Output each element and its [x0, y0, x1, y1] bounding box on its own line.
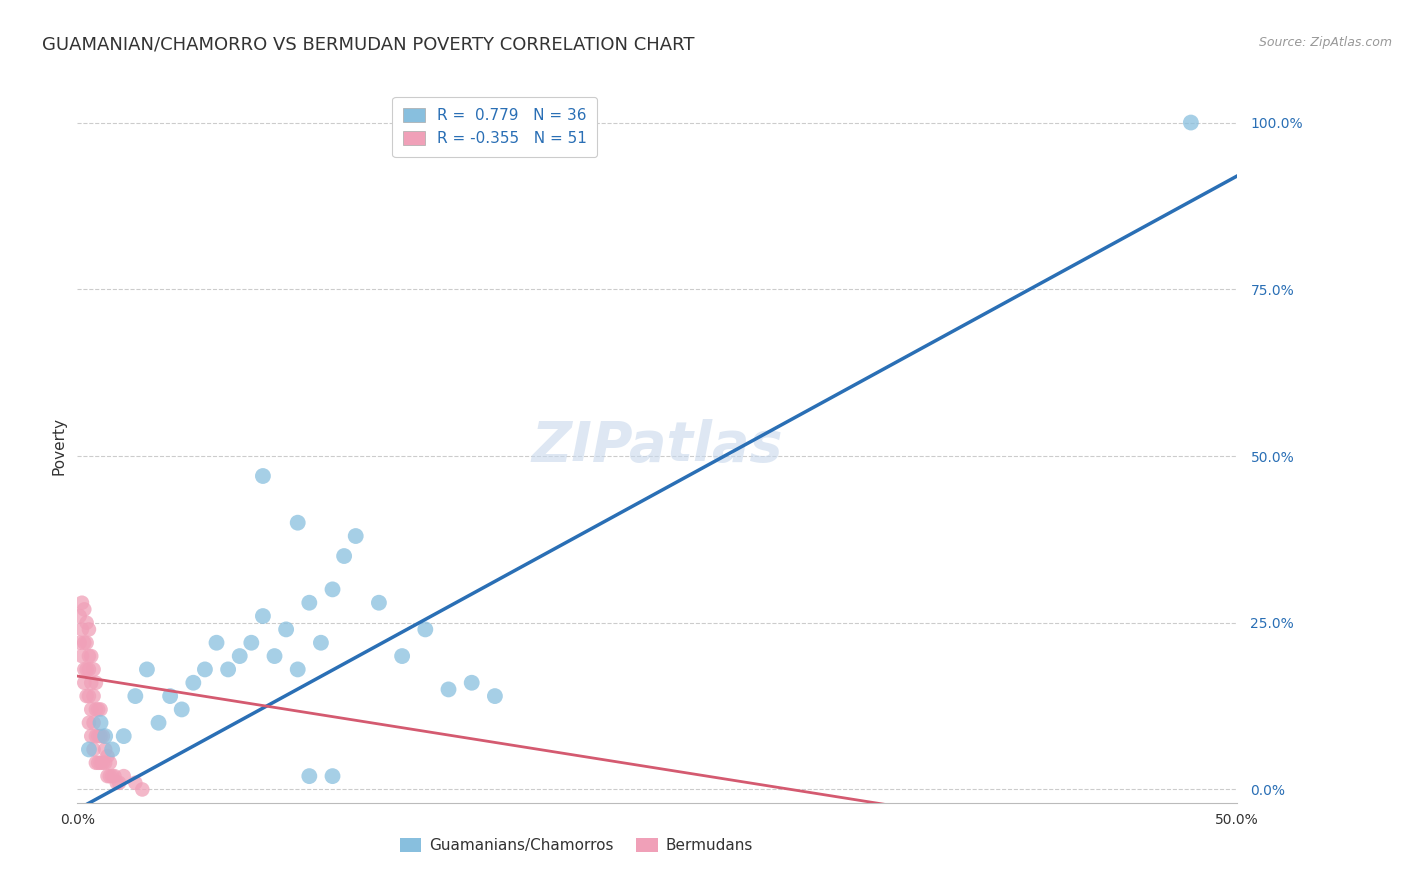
- Point: [90, 702, 111, 716]
- Point: [76, 636, 98, 650]
- Point: [84, 675, 107, 690]
- Point: [83, 662, 105, 676]
- Point: [76, 615, 98, 630]
- Point: [84, 756, 107, 770]
- Point: [84, 702, 107, 716]
- Point: [105, 776, 128, 790]
- Point: [77, 662, 100, 676]
- Point: [96, 749, 118, 764]
- Point: [73, 636, 96, 650]
- Point: [159, 689, 181, 703]
- Point: [87, 702, 110, 716]
- Point: [1180, 115, 1202, 129]
- Point: [252, 609, 274, 624]
- Point: [321, 769, 344, 783]
- Point: [83, 742, 105, 756]
- Point: [131, 782, 153, 797]
- Legend: Guamanians/Chamorros, Bermudans: Guamanians/Chamorros, Bermudans: [394, 831, 759, 859]
- Point: [77, 649, 100, 664]
- Point: [217, 662, 239, 676]
- Point: [80, 649, 103, 664]
- Point: [90, 729, 111, 743]
- Point: [77, 715, 100, 730]
- Point: [228, 649, 252, 664]
- Point: [80, 729, 103, 743]
- Point: [205, 636, 228, 650]
- Point: [77, 742, 100, 756]
- Point: [391, 649, 413, 664]
- Point: [98, 756, 121, 770]
- Point: [368, 596, 391, 610]
- Point: [484, 689, 506, 703]
- Point: [183, 675, 205, 690]
- Point: [69, 636, 91, 650]
- Point: [73, 662, 96, 676]
- Point: [252, 469, 274, 483]
- Point: [461, 675, 484, 690]
- Point: [77, 689, 100, 703]
- Point: [69, 609, 91, 624]
- Point: [274, 623, 298, 637]
- Point: [103, 769, 125, 783]
- Point: [77, 623, 100, 637]
- Point: [112, 729, 135, 743]
- Point: [80, 675, 103, 690]
- Point: [124, 689, 146, 703]
- Point: [263, 649, 285, 664]
- Point: [76, 662, 98, 676]
- Point: [112, 769, 135, 783]
- Point: [73, 602, 96, 616]
- Text: Source: ZipAtlas.com: Source: ZipAtlas.com: [1258, 36, 1392, 49]
- Point: [87, 756, 110, 770]
- Point: [94, 756, 117, 770]
- Point: [90, 756, 111, 770]
- Point: [135, 662, 157, 676]
- Point: [87, 729, 110, 743]
- Point: [170, 702, 193, 716]
- Point: [94, 729, 117, 743]
- Point: [91, 756, 114, 770]
- Point: [287, 662, 309, 676]
- Point: [70, 596, 93, 610]
- Point: [90, 715, 111, 730]
- Point: [91, 729, 114, 743]
- Text: ZIPatlas: ZIPatlas: [531, 419, 783, 473]
- Point: [84, 729, 107, 743]
- Text: GUAMANIAN/CHAMORRO VS BERMUDAN POVERTY CORRELATION CHART: GUAMANIAN/CHAMORRO VS BERMUDAN POVERTY C…: [42, 36, 695, 54]
- Point: [108, 776, 131, 790]
- Y-axis label: Poverty: Poverty: [51, 417, 66, 475]
- Point: [94, 742, 117, 756]
- Point: [413, 623, 436, 637]
- Point: [80, 702, 103, 716]
- Point: [298, 769, 321, 783]
- Point: [194, 662, 217, 676]
- Point: [148, 715, 170, 730]
- Point: [309, 636, 332, 650]
- Point: [83, 689, 105, 703]
- Point: [101, 742, 124, 756]
- Point: [98, 769, 121, 783]
- Point: [124, 776, 146, 790]
- Point: [344, 529, 367, 543]
- Point: [333, 549, 356, 563]
- Point: [83, 715, 105, 730]
- Point: [101, 769, 124, 783]
- Point: [298, 596, 321, 610]
- Point: [96, 769, 118, 783]
- Point: [240, 636, 263, 650]
- Point: [73, 675, 96, 690]
- Point: [76, 689, 98, 703]
- Point: [321, 582, 344, 597]
- Point: [287, 516, 309, 530]
- Point: [437, 682, 460, 697]
- Point: [70, 623, 93, 637]
- Point: [70, 649, 93, 664]
